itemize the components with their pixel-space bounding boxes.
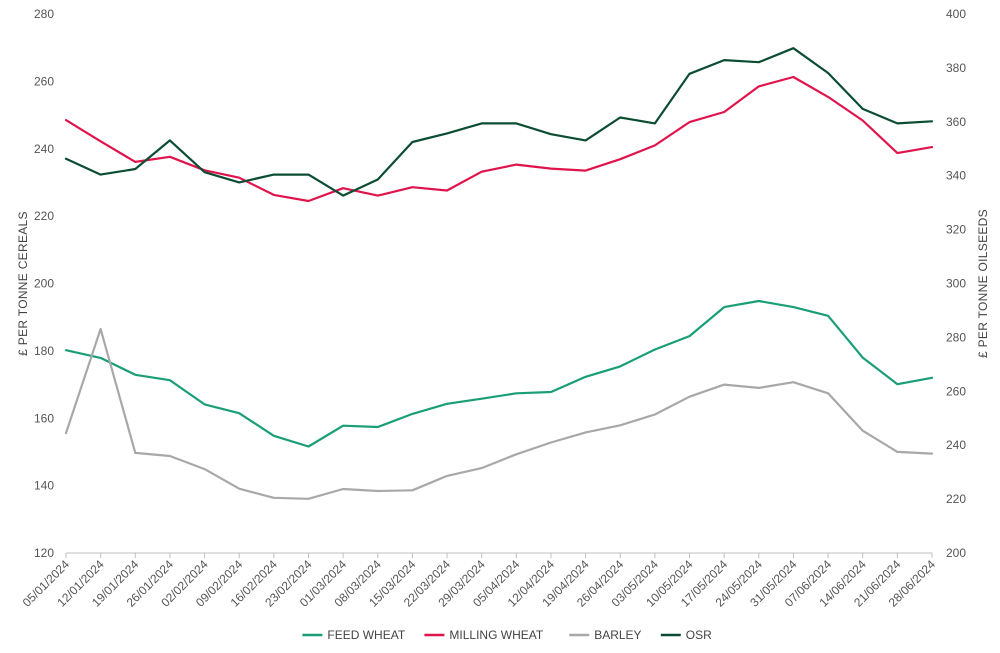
legend-label-barley: BARLEY	[594, 628, 641, 642]
y-left-tick-label: 160	[34, 411, 54, 425]
y-right-tick-label: 320	[946, 223, 966, 237]
y-left-tick-label: 260	[34, 74, 54, 88]
series-line-osr	[64, 47, 934, 197]
y-left-tick-label: 200	[34, 277, 54, 291]
y-left-tick-label: 280	[34, 7, 54, 21]
y-left-tick-label: 180	[34, 344, 54, 358]
y-left-tick-label: 140	[34, 479, 54, 493]
y-right-tick-label: 220	[946, 492, 966, 506]
y-left-tick-label: 220	[34, 209, 54, 223]
chart-legend: FEED WHEAT MILLING WHEAT BARLEY OSR	[302, 628, 712, 642]
y-left-tick-label: 240	[34, 142, 54, 156]
series-line-feed-wheat	[64, 299, 934, 448]
y-left-axis-title: £ PER TONNE CEREALS	[16, 211, 30, 356]
y-right-tick-label: 200	[946, 546, 966, 560]
y-right-tick-label: 280	[946, 330, 966, 344]
y-right-tick-label: 340	[946, 169, 966, 183]
y-right-tick-label: 240	[946, 438, 966, 452]
y-right-tick-label: 360	[946, 115, 966, 129]
legend-label-osr: OSR	[686, 628, 712, 642]
legend-label-feed-wheat: FEED WHEAT	[327, 628, 405, 642]
y-right-tick-label: 260	[946, 384, 966, 398]
series-line-barley	[64, 327, 934, 500]
y-right-axis-title: £ PER TONNE OILSEEDS	[976, 209, 990, 358]
legend-label-milling-wheat: MILLING WHEAT	[449, 628, 543, 642]
y-right-tick-label: 300	[946, 277, 966, 291]
series-line-milling-wheat	[64, 75, 934, 203]
y-right-tick-label: 380	[946, 61, 966, 75]
axes-layer: 120 140 160 180 200 220 240 260 280 200 220 240 260 2…	[16, 7, 990, 610]
y-right-tick-label: 400	[946, 7, 966, 21]
y-left-tick-label: 120	[34, 546, 54, 560]
series-layer	[64, 47, 934, 500]
